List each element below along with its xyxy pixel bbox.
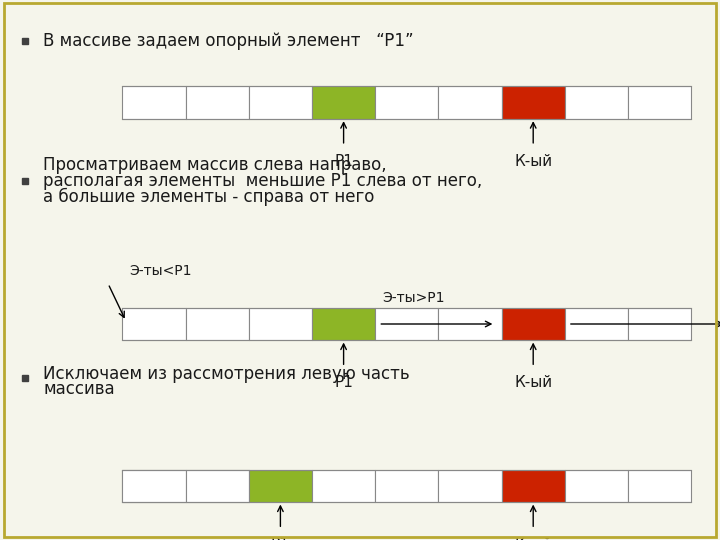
- Bar: [186, 308, 249, 340]
- Bar: [312, 86, 375, 119]
- Bar: [438, 308, 502, 340]
- Text: Р1: Р1: [334, 375, 353, 390]
- Bar: [438, 86, 502, 119]
- Bar: [122, 308, 186, 340]
- Text: Р1: Р1: [271, 537, 290, 540]
- Bar: [122, 470, 186, 502]
- Bar: [249, 308, 312, 340]
- Bar: [375, 86, 438, 119]
- Bar: [502, 86, 564, 119]
- Bar: [628, 308, 691, 340]
- Bar: [564, 470, 628, 502]
- Text: Р1: Р1: [334, 154, 353, 169]
- Bar: [628, 470, 691, 502]
- Text: Исключаем из рассмотрения левую часть: Исключаем из рассмотрения левую часть: [43, 365, 410, 383]
- Text: Э-ты>Р1: Э-ты>Р1: [382, 291, 444, 305]
- Bar: [564, 86, 628, 119]
- Bar: [122, 86, 186, 119]
- Text: Просматриваем массив слева направо,: Просматриваем массив слева направо,: [43, 156, 387, 174]
- Text: К-ый: К-ый: [514, 375, 552, 390]
- Text: располагая элементы  меньшие P1 слева от него,: располагая элементы меньшие P1 слева от …: [43, 172, 482, 190]
- Bar: [375, 308, 438, 340]
- Text: Э-ты<Р1: Э-ты<Р1: [130, 264, 192, 278]
- Text: К-ый: К-ый: [514, 537, 552, 540]
- Text: К-ый: К-ый: [514, 154, 552, 169]
- Bar: [312, 308, 375, 340]
- Bar: [375, 470, 438, 502]
- Bar: [249, 86, 312, 119]
- Text: а большие элементы - справа от него: а большие элементы - справа от него: [43, 188, 374, 206]
- Bar: [438, 470, 502, 502]
- Bar: [186, 86, 249, 119]
- Bar: [249, 470, 312, 502]
- Text: В массиве задаем опорный элемент   “P1”: В массиве задаем опорный элемент “P1”: [43, 31, 414, 50]
- Bar: [502, 470, 564, 502]
- Bar: [312, 470, 375, 502]
- Bar: [502, 308, 564, 340]
- Bar: [564, 308, 628, 340]
- Bar: [186, 470, 249, 502]
- Bar: [122, 470, 249, 502]
- Text: массива: массива: [43, 380, 114, 398]
- Bar: [628, 86, 691, 119]
